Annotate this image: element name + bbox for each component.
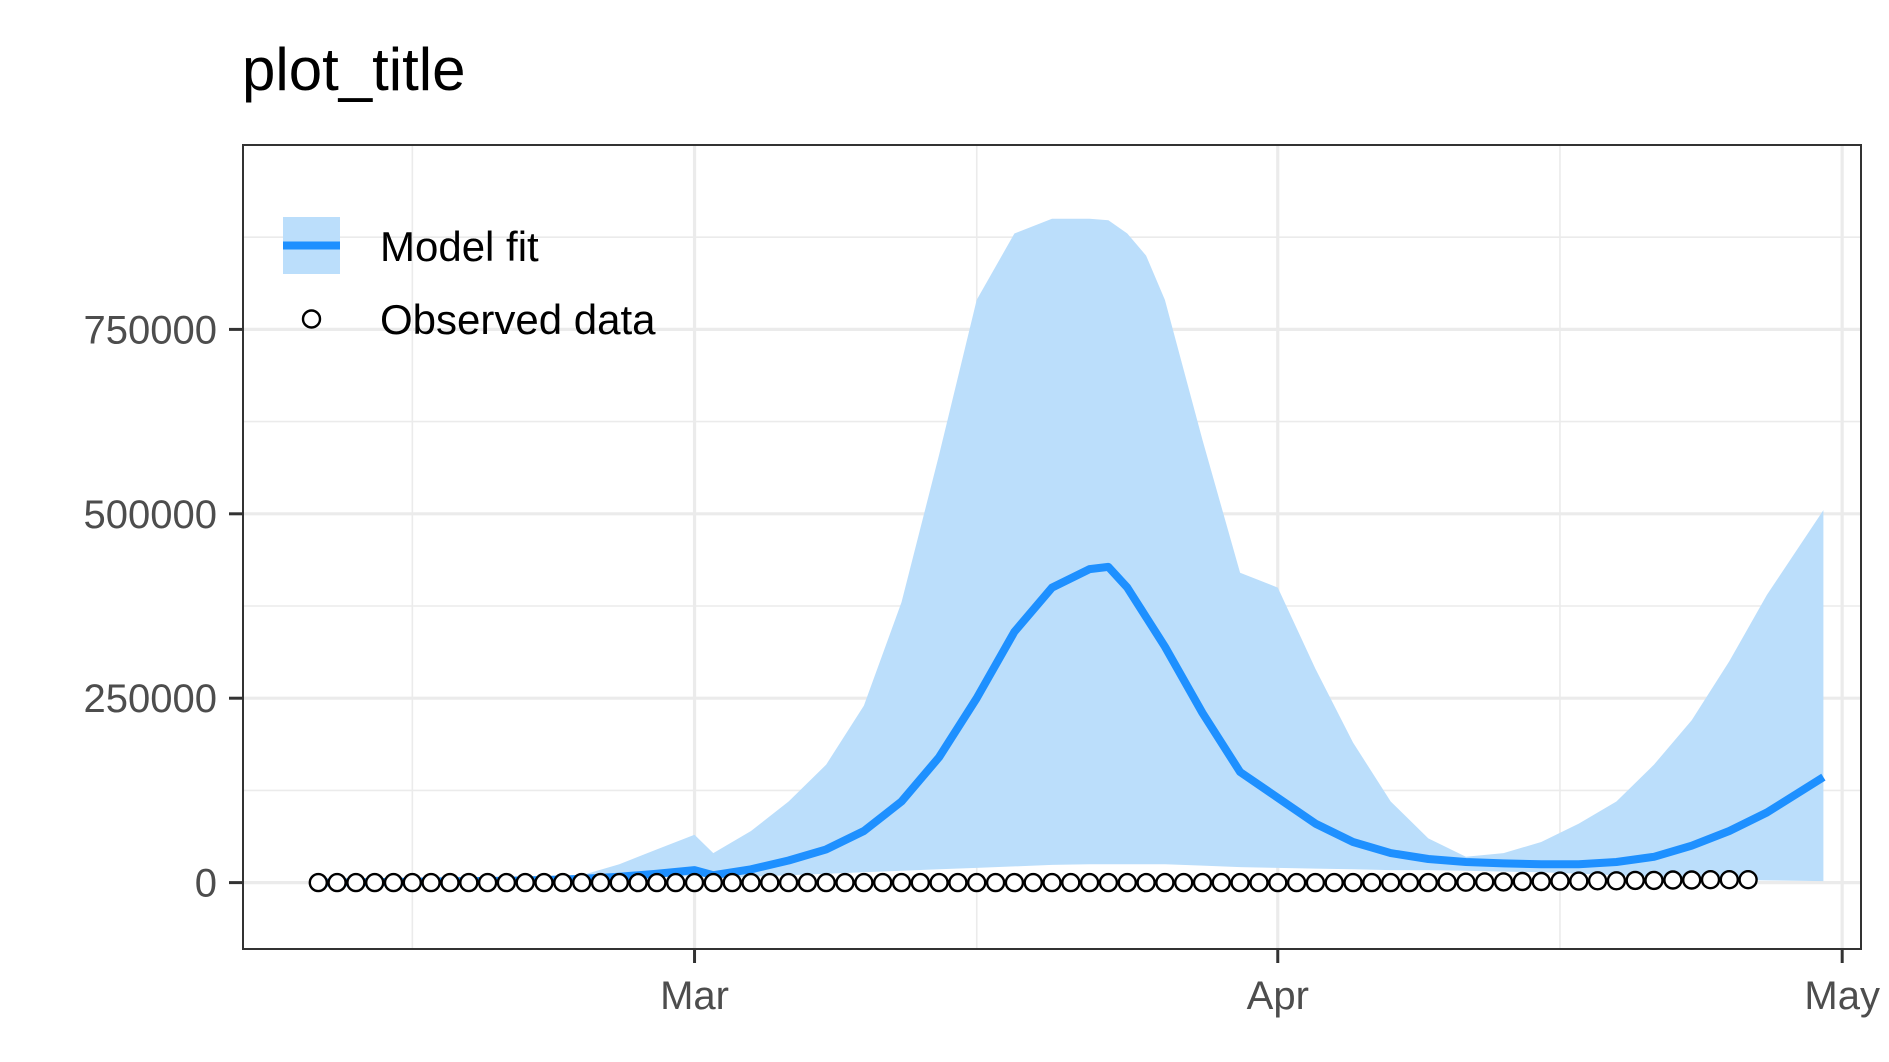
- observed-data-point: [1004, 872, 1025, 893]
- y-tick-label: 500000: [84, 493, 217, 537]
- plot-panel-border: [242, 144, 1862, 950]
- observed-data-point: [816, 872, 836, 893]
- observed-data-point: [985, 872, 1006, 893]
- observed-data-point: [778, 872, 799, 893]
- observed-data-point: [1136, 872, 1156, 893]
- y-tick-label: 0: [195, 862, 217, 906]
- x-tick-label: May: [1804, 974, 1880, 1018]
- legend: Model fit Observed data: [283, 217, 656, 343]
- observed-data-point: [515, 872, 535, 893]
- observed-data-point: [1380, 872, 1401, 893]
- observed-data-layer: [308, 870, 1758, 893]
- observed-data-point: [1663, 870, 1683, 890]
- observed-data-point: [1738, 870, 1758, 890]
- observed-data-point: [1399, 872, 1420, 893]
- observed-data-point: [1531, 871, 1551, 892]
- observed-data-point: [1324, 872, 1344, 893]
- observed-data-point: [308, 872, 328, 893]
- observed-data-point: [346, 872, 366, 893]
- observed-data-point: [1512, 871, 1533, 892]
- observed-data-point: [1211, 872, 1232, 893]
- observed-data-point: [1023, 872, 1043, 893]
- observed-data-point: [1286, 872, 1307, 893]
- observed-data-point: [1042, 872, 1062, 893]
- observed-data-point: [572, 872, 592, 893]
- observed-data-point: [948, 872, 968, 893]
- observed-data-point: [1700, 870, 1721, 890]
- observed-data-point: [1362, 872, 1382, 893]
- observed-data-point: [609, 872, 629, 893]
- observed-data-point: [967, 872, 987, 893]
- observed-data-point: [666, 872, 686, 893]
- x-tick-label: Mar: [660, 974, 729, 1018]
- observed-data-point: [1268, 872, 1288, 893]
- observed-data-point: [873, 872, 893, 893]
- observed-data-point: [496, 872, 517, 893]
- observed-data-point: [1681, 870, 1702, 890]
- observed-data-point: [1343, 872, 1363, 893]
- observed-data-point: [628, 872, 648, 893]
- observed-data-point: [1061, 872, 1081, 893]
- observed-data-point: [1493, 872, 1514, 892]
- observed-data-point: [910, 872, 930, 893]
- legend-key-observed-data: [301, 309, 322, 329]
- observed-data-point: [402, 872, 422, 893]
- observed-data-point: [835, 872, 855, 893]
- legend-label-model-fit: Model fit: [380, 223, 539, 270]
- x-tick-label: Apr: [1247, 974, 1309, 1018]
- observed-data-point: [590, 872, 611, 893]
- observed-data-point: [1456, 872, 1476, 892]
- observed-data-point: [684, 872, 705, 893]
- observed-data-point: [1719, 870, 1740, 890]
- model-fit-band-layer: [318, 218, 1824, 883]
- observed-data-point: [365, 872, 385, 893]
- observed-data-point: [477, 872, 498, 893]
- observed-data-point: [797, 872, 818, 893]
- observed-data-point: [1079, 872, 1100, 893]
- observed-data-point: [760, 872, 780, 893]
- observed-data-point: [553, 872, 573, 893]
- observed-data-point: [440, 872, 460, 893]
- y-tick-label: 750000: [84, 308, 217, 352]
- observed-data-point: [421, 872, 441, 893]
- observed-data-point: [1606, 871, 1627, 891]
- y-tick-label: 250000: [84, 677, 217, 721]
- observed-data-point: [383, 872, 404, 893]
- observed-data-point: [1569, 871, 1589, 891]
- observed-data-point: [459, 872, 479, 893]
- observed-data-point: [1192, 872, 1213, 893]
- observed-data-point: [1098, 872, 1119, 893]
- observed-data-point: [647, 872, 667, 893]
- observed-data-point: [1437, 872, 1457, 892]
- observed-data-point: [1418, 872, 1439, 893]
- observed-data-point: [741, 872, 761, 893]
- observed-data-point: [703, 872, 723, 893]
- chart-title: plot_title: [242, 36, 465, 103]
- observed-data-point: [891, 872, 912, 893]
- observed-data-point: [1117, 872, 1138, 893]
- x-axis: Mar Apr May: [660, 949, 1880, 1018]
- observed-data-point: [1249, 872, 1269, 893]
- observed-data-point: [1587, 871, 1608, 891]
- observed-data-point: [1155, 872, 1175, 893]
- observed-data-point: [1305, 872, 1326, 893]
- observed-data-point: [534, 872, 554, 893]
- observed-data-point: [1550, 871, 1570, 891]
- legend-label-observed-data: Observed data: [380, 296, 656, 343]
- observed-data-point: [722, 872, 742, 893]
- observed-data-point: [854, 872, 874, 893]
- observed-data-point: [1230, 872, 1250, 893]
- observed-data-point: [1173, 872, 1194, 893]
- observed-data-point: [327, 872, 347, 893]
- model-fit-band: [318, 218, 1824, 883]
- observed-data-point: [1644, 870, 1664, 891]
- y-axis: 0 250000 500000 750000: [84, 308, 243, 906]
- observed-data-point: [1625, 870, 1645, 891]
- observed-data-point: [929, 872, 949, 893]
- observed-data-point: [1474, 872, 1495, 892]
